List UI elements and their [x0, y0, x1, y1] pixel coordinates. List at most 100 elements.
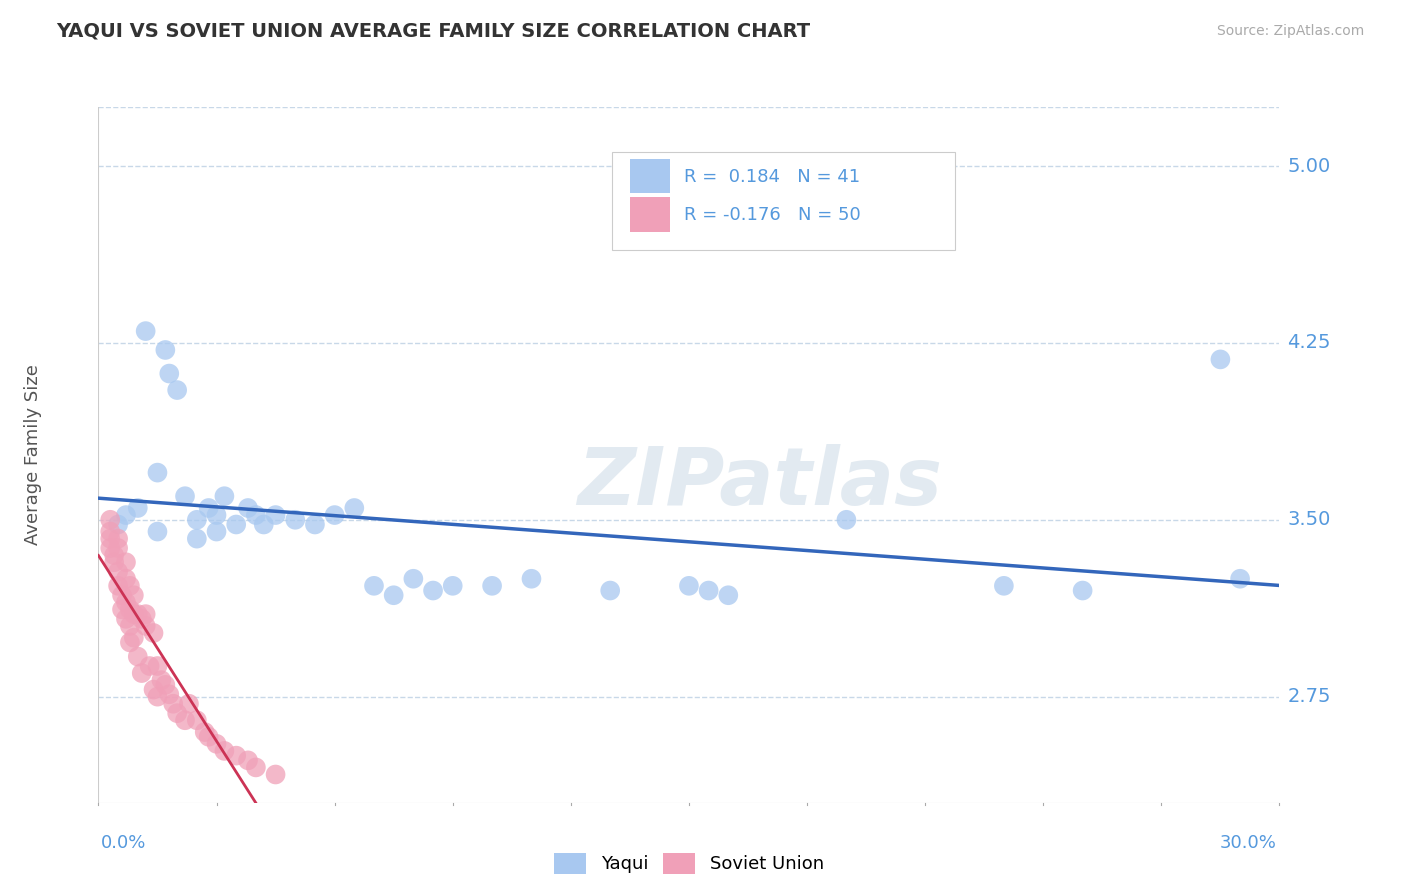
Point	[186, 713, 208, 727]
Point	[177, 697, 200, 711]
Point	[166, 383, 188, 397]
Text: R =  0.184   N = 41: R = 0.184 N = 41	[685, 168, 860, 186]
Text: R = -0.176   N = 50: R = -0.176 N = 50	[685, 206, 860, 224]
Text: YAQUI VS SOVIET UNION AVERAGE FAMILY SIZE CORRELATION CHART: YAQUI VS SOVIET UNION AVERAGE FAMILY SIZ…	[56, 21, 810, 41]
Point	[135, 324, 157, 338]
Point	[402, 572, 425, 586]
Point	[131, 612, 153, 626]
Point	[441, 579, 464, 593]
Point	[382, 588, 405, 602]
Point	[993, 579, 1015, 593]
Point	[236, 500, 259, 515]
Point	[146, 659, 169, 673]
Point	[186, 513, 208, 527]
Point	[142, 626, 165, 640]
Point	[107, 541, 129, 555]
Point	[138, 659, 160, 673]
Point	[174, 489, 197, 503]
Point	[162, 697, 184, 711]
Point	[115, 595, 138, 609]
Text: 5.00: 5.00	[1288, 156, 1330, 176]
Point	[146, 690, 169, 704]
Point	[98, 513, 121, 527]
Point	[264, 767, 287, 781]
Point	[481, 579, 503, 593]
Legend: Yaqui, Soviet Union: Yaqui, Soviet Union	[554, 853, 824, 874]
Point	[236, 753, 259, 767]
Point	[304, 517, 326, 532]
Point	[122, 607, 145, 621]
Text: 0.0%: 0.0%	[101, 834, 146, 852]
FancyBboxPatch shape	[630, 197, 671, 232]
Point	[697, 583, 720, 598]
Point	[214, 489, 236, 503]
Point	[197, 500, 219, 515]
Point	[157, 687, 180, 701]
Point	[111, 588, 134, 602]
Point	[122, 588, 145, 602]
Point	[214, 744, 236, 758]
Text: 4.25: 4.25	[1288, 334, 1331, 352]
Point	[131, 666, 153, 681]
Point	[599, 583, 621, 598]
Text: 2.75: 2.75	[1288, 687, 1331, 706]
Point	[103, 548, 125, 562]
Point	[155, 678, 177, 692]
Point	[103, 555, 125, 569]
Point	[118, 619, 141, 633]
Point	[520, 572, 543, 586]
Point	[717, 588, 740, 602]
Text: Source: ZipAtlas.com: Source: ZipAtlas.com	[1216, 24, 1364, 38]
Point	[422, 583, 444, 598]
Point	[1229, 572, 1251, 586]
Point	[142, 682, 165, 697]
Point	[363, 579, 385, 593]
Text: Average Family Size: Average Family Size	[24, 365, 42, 545]
Point	[127, 500, 149, 515]
Point	[205, 508, 228, 522]
FancyBboxPatch shape	[630, 159, 671, 194]
Point	[115, 572, 138, 586]
Point	[98, 532, 121, 546]
Point	[225, 517, 247, 532]
Point	[150, 673, 173, 688]
Point	[146, 466, 169, 480]
Point	[835, 513, 858, 527]
Point	[118, 602, 141, 616]
Point	[205, 524, 228, 539]
Point	[135, 607, 157, 621]
Point	[122, 631, 145, 645]
Point	[253, 517, 276, 532]
FancyBboxPatch shape	[612, 153, 955, 250]
Point	[186, 532, 208, 546]
Point	[264, 508, 287, 522]
Point	[107, 579, 129, 593]
Point	[135, 619, 157, 633]
Point	[166, 706, 188, 721]
Point	[111, 602, 134, 616]
Point	[205, 737, 228, 751]
Point	[225, 748, 247, 763]
Point	[343, 500, 366, 515]
Point	[118, 635, 141, 649]
Point	[107, 565, 129, 579]
Point	[107, 532, 129, 546]
Point	[127, 649, 149, 664]
Point	[107, 517, 129, 532]
Point	[155, 343, 177, 357]
Point	[115, 612, 138, 626]
Point	[1209, 352, 1232, 367]
Point	[118, 579, 141, 593]
Point	[146, 524, 169, 539]
Point	[115, 508, 138, 522]
Text: 30.0%: 30.0%	[1220, 834, 1277, 852]
Point	[115, 555, 138, 569]
Point	[284, 513, 307, 527]
Point	[245, 760, 267, 774]
Point	[678, 579, 700, 593]
Point	[323, 508, 346, 522]
Text: ZIPatlas: ZIPatlas	[578, 443, 942, 522]
Point	[98, 524, 121, 539]
Point	[98, 541, 121, 555]
Point	[1071, 583, 1094, 598]
